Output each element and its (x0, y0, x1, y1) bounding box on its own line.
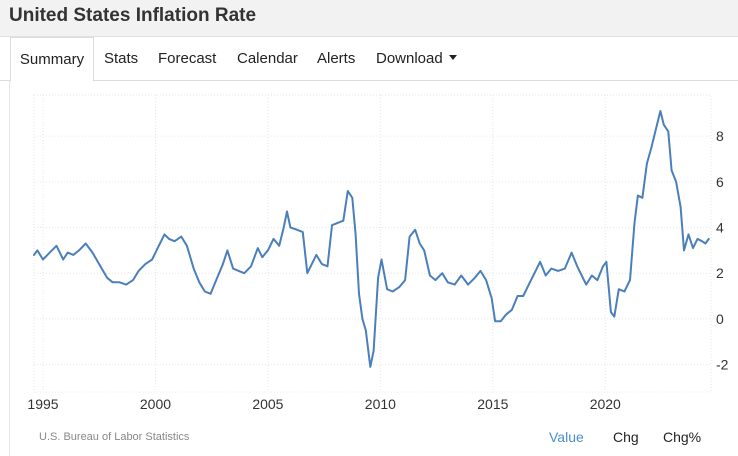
x-tick-label: 2010 (365, 396, 396, 412)
tab-stats[interactable]: Stats (104, 50, 139, 67)
left-border (9, 81, 10, 456)
view-chg-tab[interactable]: Chg (613, 429, 639, 445)
title-bar: United States Inflation Rate (0, 0, 738, 37)
y-tick-label: 2 (716, 265, 724, 281)
page-title: United States Inflation Rate (9, 5, 257, 26)
x-tick-label: 2000 (140, 396, 171, 412)
plot-frame (33, 94, 712, 393)
tab-alerts[interactable]: Alerts (317, 50, 356, 67)
tab-bar: Summary Stats Forecast Calendar Alerts D… (0, 37, 738, 82)
tab-summary[interactable]: Summary (10, 37, 94, 82)
y-tick-label: 0 (716, 311, 724, 327)
view-value-tab[interactable]: Value (549, 429, 584, 445)
y-tick-label: -2 (716, 357, 729, 373)
series-line-0 (33, 110, 710, 368)
tab-calendar[interactable]: Calendar (237, 50, 298, 67)
caret-down-icon (448, 55, 457, 61)
chart-footer: U.S. Bureau of Labor Statistics Value Ch… (0, 425, 738, 451)
tab-download[interactable]: Download (376, 37, 457, 81)
tab-download-label: Download (376, 50, 443, 67)
view-chg-pct-tab[interactable]: Chg% (663, 429, 702, 445)
y-tick-label: 4 (716, 220, 724, 236)
tab-forecast[interactable]: Forecast (158, 50, 217, 67)
x-tick-label: 2005 (252, 396, 283, 412)
y-tick-label: 8 (716, 128, 724, 144)
source-label: U.S. Bureau of Labor Statistics (39, 431, 190, 443)
x-tick-label: 1995 (27, 396, 58, 412)
x-tick-label: 2015 (477, 396, 508, 412)
x-tick-label: 2020 (590, 396, 621, 412)
y-tick-label: 6 (716, 174, 724, 190)
